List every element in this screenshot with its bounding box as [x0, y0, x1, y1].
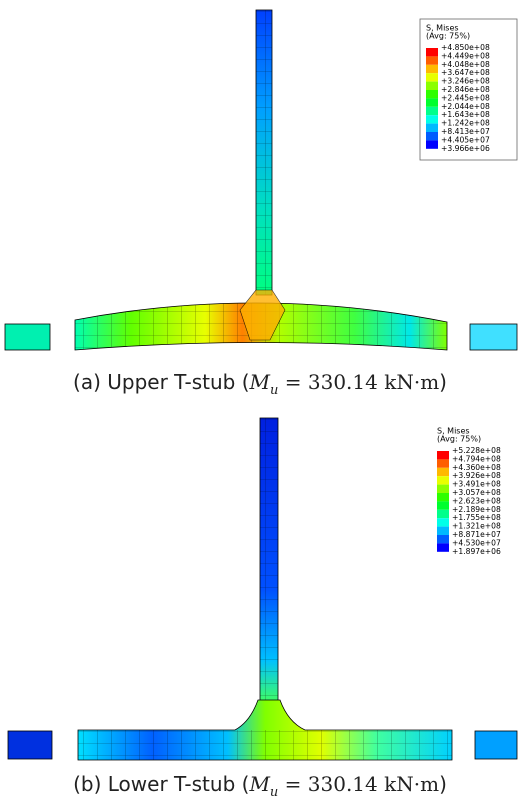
legend-swatch — [426, 132, 438, 140]
caption-close: ) — [439, 370, 447, 394]
legend-swatch — [426, 124, 438, 132]
caption-symbol: M — [250, 370, 270, 394]
caption-symbol: M — [249, 772, 269, 796]
caption-text: (b) Lower T-stub ( — [73, 772, 249, 796]
legend-swatch — [437, 468, 449, 476]
legend-subtitle: (Avg: 75%) — [426, 32, 470, 41]
legend-swatch — [437, 518, 449, 526]
legend-swatch — [437, 451, 449, 459]
figure: S, Mises(Avg: 75%)+4.850e+08+4.449e+08+4… — [0, 0, 520, 806]
caption-close: ) — [439, 772, 447, 796]
legend-swatch — [426, 48, 438, 56]
caption-text: (a) Upper T-stub ( — [73, 370, 250, 394]
caption: (b) Lower T-stub (Mu = 330.14 kN·m) — [0, 772, 520, 800]
legend-swatch — [426, 82, 438, 90]
legend-swatch — [437, 501, 449, 509]
legend-swatch — [426, 73, 438, 81]
legend-swatch — [426, 98, 438, 106]
legend-swatch — [437, 493, 449, 501]
legend-swatch — [437, 535, 449, 543]
legend-swatch — [426, 56, 438, 64]
legend-swatch — [437, 459, 449, 467]
legend-swatch — [426, 90, 438, 98]
legend-swatch — [426, 140, 438, 148]
legend-subtitle: (Avg: 75%) — [437, 435, 481, 444]
legend-swatch — [437, 510, 449, 518]
legend-label: +3.966e+06 — [441, 144, 490, 153]
caption-value: = 330.14 kN·m — [278, 772, 439, 796]
caption-value: = 330.14 kN·m — [278, 370, 439, 394]
caption: (a) Upper T-stub (Mu = 330.14 kN·m) — [0, 370, 520, 398]
legend-swatch — [437, 476, 449, 484]
legend-swatch — [426, 107, 438, 115]
page: {"figures": [ {"legend": {"title": "S, M… — [0, 0, 520, 806]
legend-swatch — [437, 485, 449, 493]
legend-swatch — [426, 65, 438, 73]
legend-swatch — [437, 543, 449, 551]
legend-swatch — [426, 115, 438, 123]
legend-swatch — [437, 527, 449, 535]
legend-label: +1.897e+06 — [452, 547, 501, 556]
